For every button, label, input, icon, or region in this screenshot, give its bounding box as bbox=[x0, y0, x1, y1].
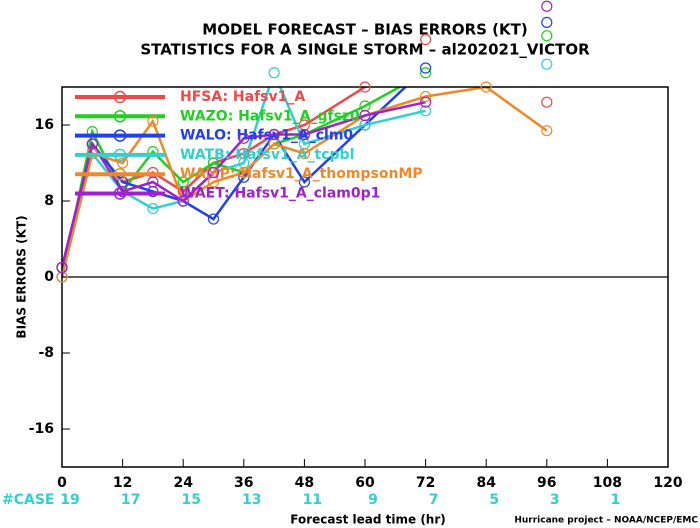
series-marker bbox=[359, 109, 371, 122]
series-marker bbox=[86, 138, 98, 150]
series-marker bbox=[268, 128, 280, 141]
case-count: 1 bbox=[611, 492, 621, 508]
series-marker bbox=[359, 81, 371, 93]
chart-subtitle: STATISTICS FOR A SINGLE STORM – al202021… bbox=[140, 41, 590, 59]
case-count: 19 bbox=[60, 492, 79, 508]
legend-marker bbox=[113, 129, 127, 142]
series-marker bbox=[541, 16, 553, 28]
case-label: #CASE bbox=[2, 492, 55, 508]
series-marker bbox=[420, 33, 432, 46]
series-marker bbox=[541, 0, 553, 12]
series-marker bbox=[298, 147, 310, 160]
legend-label: WAMP: Hafsv1_A_thompsonMP bbox=[180, 166, 423, 182]
x-tick-label: 84 bbox=[476, 475, 496, 491]
legend-label: WAZO: Hafsv1_A_gfsz0 bbox=[180, 108, 360, 124]
series-line bbox=[62, 87, 408, 268]
series-marker bbox=[177, 195, 189, 207]
x-tick-label: 48 bbox=[295, 475, 314, 491]
x-tick-label: 120 bbox=[653, 475, 682, 491]
series-marker bbox=[480, 81, 492, 93]
case-count: 5 bbox=[489, 492, 499, 508]
y-axis-label: BIAS ERRORS (KT) bbox=[15, 215, 29, 338]
x-tick-label: 0 bbox=[57, 475, 67, 491]
legend-label: WAET: Hafsv1_A_clam0p1 bbox=[180, 186, 380, 202]
series-marker bbox=[147, 176, 159, 188]
series-marker bbox=[56, 261, 68, 274]
y-tick-label: -16 bbox=[29, 421, 54, 437]
series-marker bbox=[541, 125, 553, 137]
x-tick-label: 72 bbox=[416, 475, 435, 491]
series-marker bbox=[207, 166, 220, 179]
series-marker bbox=[541, 30, 553, 42]
x-tick-label: 12 bbox=[113, 475, 132, 491]
series-line bbox=[62, 87, 403, 278]
series-marker bbox=[207, 213, 220, 225]
series-marker bbox=[177, 176, 189, 188]
legend-marker bbox=[113, 187, 127, 200]
series-marker bbox=[116, 157, 129, 169]
series-marker bbox=[420, 96, 432, 108]
series-marker bbox=[420, 62, 432, 74]
y-tick-label: 16 bbox=[35, 117, 54, 133]
case-count: 7 bbox=[429, 492, 439, 508]
series-marker bbox=[147, 203, 159, 215]
case-count: 13 bbox=[242, 492, 261, 508]
legend-label: HFSA: Hafsv1_A bbox=[180, 89, 305, 105]
series-marker bbox=[147, 115, 159, 127]
chart-title: MODEL FORECAST – BIAS ERRORS (KT) bbox=[202, 21, 527, 39]
x-tick-label: 108 bbox=[593, 475, 622, 491]
legend-label: WALO: Hafsv1_A_clm0 bbox=[180, 128, 353, 144]
series-marker bbox=[420, 67, 432, 79]
case-count: 9 bbox=[368, 492, 378, 508]
series-marker bbox=[238, 166, 250, 179]
legend-marker bbox=[113, 167, 127, 181]
series-marker bbox=[541, 96, 553, 108]
legend-marker bbox=[113, 90, 127, 104]
series-marker bbox=[298, 176, 310, 188]
series-marker bbox=[420, 90, 432, 103]
series-marker bbox=[238, 171, 250, 183]
case-count: 17 bbox=[121, 492, 140, 508]
legend-marker bbox=[113, 110, 127, 123]
legend-marker bbox=[113, 148, 127, 162]
series-marker bbox=[541, 58, 553, 70]
series-marker bbox=[238, 132, 250, 144]
y-tick-label: 8 bbox=[44, 193, 54, 209]
footer: Hurricane project – NOAA/NCEP/EMC bbox=[514, 516, 698, 526]
legend-label: WATB: Hafsv1_A_tcpbl bbox=[180, 147, 354, 163]
x-tick-label: 24 bbox=[173, 475, 193, 491]
case-count: 15 bbox=[181, 492, 200, 508]
case-count: 11 bbox=[303, 492, 322, 508]
series-marker bbox=[298, 128, 310, 141]
x-axis-label: Forecast lead time (hr) bbox=[290, 513, 446, 527]
series-marker bbox=[420, 105, 432, 117]
series-marker bbox=[268, 67, 280, 79]
x-tick-label: 60 bbox=[355, 475, 375, 491]
x-tick-label: 96 bbox=[537, 475, 556, 491]
y-tick-label: 0 bbox=[44, 269, 54, 285]
case-count: 3 bbox=[550, 492, 560, 508]
y-tick-label: -8 bbox=[38, 345, 54, 361]
x-tick-label: 36 bbox=[234, 475, 253, 491]
